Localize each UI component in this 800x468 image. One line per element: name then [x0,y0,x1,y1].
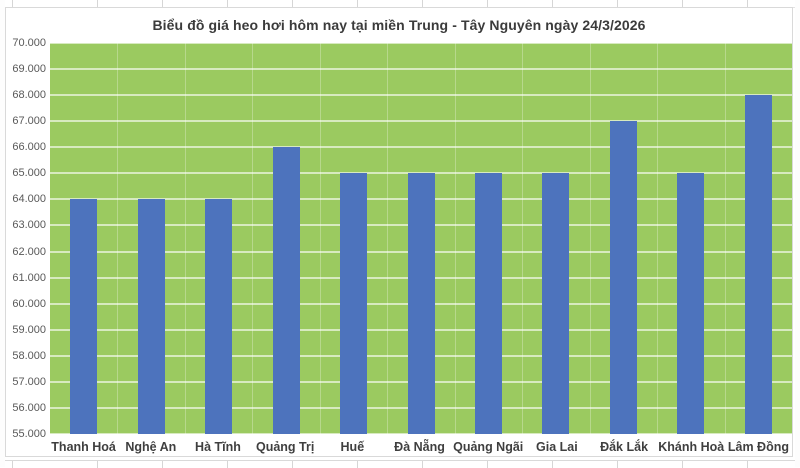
x-axis-label: Hà Tĩnh [195,440,241,454]
gridline [50,94,792,97]
bar-Quảng Trị[interactable] [272,147,300,434]
y-axis-label: 58.000 [12,349,46,362]
x-axis-label: Khánh Hoà [658,440,725,454]
x-axis-label: Gia Lai [536,440,578,454]
y-axis-label: 69.000 [12,63,46,76]
spreadsheet-margin-right [795,0,800,467]
category-separator-line [724,43,726,434]
price-bar-chart[interactable]: Biểu đồ giá heo hơi hôm nay tại miền Tru… [5,7,793,457]
category-separator-line [319,43,321,434]
x-axis-label: Quảng Ngãi [453,440,524,454]
y-axis-label: 62.000 [12,245,46,258]
gridline [50,146,792,149]
spreadsheet-row-bottom [0,460,800,468]
bar-Đắk Lắk[interactable] [609,121,637,434]
x-axis-label: Huế [340,440,365,454]
chart-title: Biểu đồ giá heo hơi hôm nay tại miền Tru… [152,17,646,33]
gridline [50,120,792,123]
bar-Quảng Ngãi[interactable] [474,173,502,434]
x-axis-label: Lâm Đồng [727,440,789,454]
y-axis-label: 63.000 [12,219,46,232]
category-separator-line [657,43,659,434]
y-axis-label: 56.000 [12,401,46,414]
spreadsheet-margin-left [0,0,5,467]
y-axis: 70.000 69.000 68.000 67.000 66.000 65.000 64.0… [6,37,46,440]
category-separator-line [117,43,119,434]
y-axis-label: 59.000 [12,323,46,336]
x-axis-label: Đắk Lắk [600,440,649,454]
y-axis-label: 68.000 [12,89,46,102]
plot-area [50,42,792,435]
gridline [50,42,792,44]
bar-Thanh Hoá[interactable] [70,199,98,434]
y-axis-label: 60.000 [12,297,46,310]
y-axis-label: 55.000 [12,428,46,440]
x-axis-label: Quảng Trị [255,440,315,454]
gridline [50,433,792,435]
gridline [50,68,792,71]
bar-Huế[interactable] [340,173,368,434]
category-separator-line [589,43,591,434]
category-separator-line [184,43,186,434]
category-separator-line [454,43,456,434]
gridline [50,172,792,175]
category-separator-line [252,43,254,434]
y-axis-label: 65.000 [12,167,46,180]
y-axis-label: 66.000 [12,141,46,154]
y-axis-label: 64.000 [12,193,46,206]
y-axis-label: 70.000 [12,37,46,49]
x-axis: Thanh Hoá Nghệ An Hà Tĩnh Quảng Trị Huế Đà Nẵ… [50,440,792,456]
category-separator-line [387,43,389,434]
y-axis-label: 57.000 [12,375,46,388]
y-axis-label: 67.000 [12,115,46,128]
category-separator-line [522,43,524,434]
bar-Lâm Đồng[interactable] [744,95,772,434]
bar-Khánh Hoà[interactable] [677,173,705,434]
x-axis-label: Thanh Hoá [51,440,116,454]
y-axis-label: 61.000 [12,271,46,284]
bar-Gia Lai[interactable] [542,173,570,434]
bar-Hà Tĩnh[interactable] [205,199,233,434]
bar-Đà Nẵng[interactable] [407,173,435,434]
x-axis-label: Đà Nẵng [394,440,445,454]
x-axis-label: Nghệ An [125,440,177,454]
bar-Nghệ An[interactable] [137,199,165,434]
